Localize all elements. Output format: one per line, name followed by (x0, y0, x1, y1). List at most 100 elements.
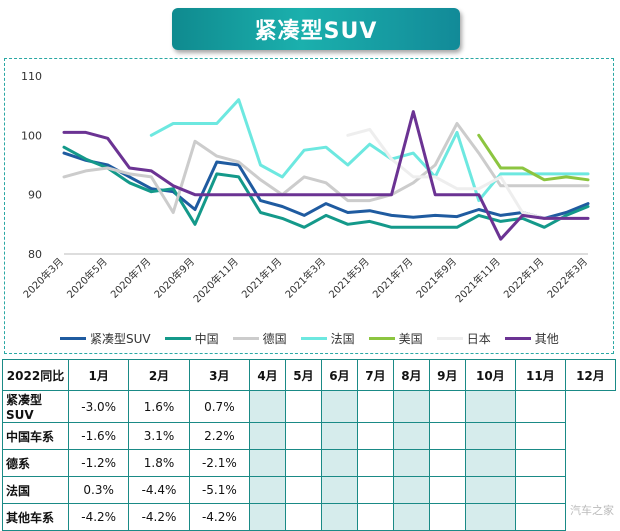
empty-cell (392, 449, 430, 477)
empty-cell (285, 476, 322, 504)
empty-cell (320, 503, 358, 531)
legend-item: 日本 (436, 330, 491, 347)
legend-item: 紧凑型SUV (60, 330, 151, 347)
row-label: 其他车系 (2, 503, 69, 531)
x-tick-label: 2022年1月 (501, 255, 547, 301)
x-tick-label: 2021年11月 (452, 255, 502, 305)
legend-swatch (300, 337, 327, 340)
x-tick-label: 2020年9月 (151, 255, 197, 301)
table-cell: 3.1% (128, 422, 190, 450)
empty-cell (320, 449, 358, 477)
table-header-cell: 3月 (188, 359, 251, 391)
legend-item: 中国 (164, 330, 219, 347)
chart-frame (4, 58, 614, 354)
table-row: 紧凑型SUV -3.0% 1.6% 0.7% (2, 390, 616, 423)
empty-cell (464, 449, 516, 477)
row-label: 紧凑型SUV (2, 390, 69, 423)
table-cell: -4.2% (128, 503, 190, 531)
empty-cell (249, 449, 286, 477)
table-cell: -4.2% (67, 503, 130, 531)
row-label: 中国车系 (2, 422, 69, 450)
series-line (62, 145, 590, 229)
y-tick-label: 100 (21, 129, 42, 142)
empty-cell (514, 422, 566, 450)
legend-label: 法国 (330, 332, 355, 346)
table-cell: -4.4% (128, 476, 190, 504)
table-cell: 0.3% (67, 476, 130, 504)
empty-cell (356, 476, 394, 504)
legend-label: 美国 (398, 332, 423, 346)
table-cell: -5.1% (188, 476, 251, 504)
legend-label: 其他 (534, 332, 559, 346)
empty-cell (249, 422, 286, 450)
empty-cell (320, 390, 358, 423)
legend-label: 日本 (466, 332, 491, 346)
legend-label: 紧凑型SUV (90, 332, 151, 346)
x-tick-label: 2021年1月 (239, 255, 285, 301)
empty-cell (285, 422, 322, 450)
table-cell: 2.2% (188, 422, 251, 450)
table-header-cell: 11月 (514, 359, 566, 391)
empty-cell (392, 422, 430, 450)
row-label: 德系 (2, 449, 69, 477)
series-line (62, 110, 590, 241)
table-cell: 1.6% (128, 390, 190, 423)
table-cell: -3.0% (67, 390, 130, 423)
empty-cell (428, 503, 466, 531)
table-header-cell: 9月 (428, 359, 466, 391)
empty-cell (464, 503, 516, 531)
x-tick-label: 2021年7月 (370, 255, 416, 301)
table-row: 中国车系 -1.6% 3.1% 2.2% (2, 422, 616, 450)
table-cell: 1.8% (128, 449, 190, 477)
empty-cell (285, 390, 322, 423)
table-cell: 0.7% (188, 390, 251, 423)
empty-cell (285, 503, 322, 531)
table-row: 其他车系 -4.2% -4.2% -4.2% (2, 503, 616, 531)
empty-cell (428, 476, 466, 504)
table-cell: -4.2% (188, 503, 251, 531)
legend-item: 法国 (300, 330, 355, 347)
watermark: 汽车之家 (570, 504, 614, 517)
table-header-cell: 2022同比 (2, 359, 69, 391)
legend-swatch (368, 337, 395, 340)
empty-cell (249, 476, 286, 504)
table-cell: -1.2% (67, 449, 130, 477)
empty-cell (356, 503, 394, 531)
table-cell: -2.1% (188, 449, 251, 477)
legend-swatch (436, 337, 463, 340)
table-row: 德系 -1.2% 1.8% -2.1% (2, 449, 616, 477)
table-header-cell: 1月 (67, 359, 130, 391)
legend-swatch (504, 337, 531, 340)
legend-item: 美国 (368, 330, 423, 347)
empty-cell (249, 503, 286, 531)
x-tick-label: 2021年3月 (282, 255, 328, 301)
y-tick-label: 110 (21, 70, 42, 83)
y-tick-label: 90 (28, 189, 42, 202)
legend-item: 其他 (504, 330, 559, 347)
empty-cell (428, 390, 466, 423)
empty-cell (249, 390, 286, 423)
empty-cell (514, 449, 566, 477)
chart-title: 紧凑型SUV (254, 19, 378, 44)
table-header-cell: 10月 (464, 359, 516, 391)
empty-cell (428, 422, 466, 450)
empty-cell (392, 503, 430, 531)
y-tick-label: 80 (28, 248, 42, 261)
table-row: 法国 0.3% -4.4% -5.1% (2, 476, 616, 504)
series-line (62, 122, 590, 214)
x-tick-label: 2020年3月 (20, 255, 66, 301)
empty-cell (514, 390, 566, 423)
table-header-cell: 2月 (128, 359, 190, 391)
table-header-cell: 8月 (392, 359, 430, 391)
table-cell: -1.6% (67, 422, 130, 450)
x-tick-label: 2022年3月 (544, 255, 590, 301)
empty-cell (392, 390, 430, 423)
empty-cell (464, 390, 516, 423)
legend-swatch (164, 337, 191, 340)
empty-cell (320, 422, 358, 450)
x-tick-label: 2021年9月 (413, 255, 459, 301)
x-tick-label: 2020年11月 (190, 255, 240, 305)
legend-label: 中国 (194, 332, 219, 346)
chart-legend: 紧凑型SUV 中国 德国 法国 美国 日本 其他 (60, 330, 573, 347)
